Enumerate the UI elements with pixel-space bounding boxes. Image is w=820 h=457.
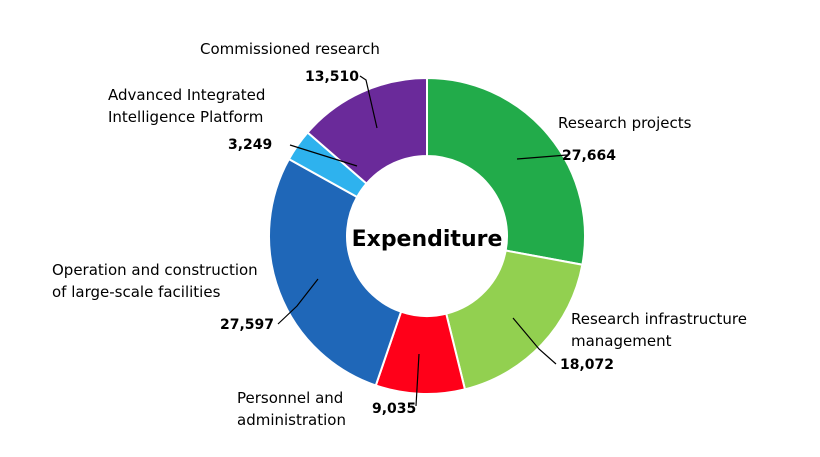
slice-value-label: 3,249 [228, 137, 272, 153]
leader-line [415, 353, 420, 407]
slice-label-line: Operation and construction [52, 261, 258, 279]
leader-line [359, 75, 378, 129]
center-label: Expenditure [352, 227, 503, 252]
slice-label: Research infrastructure management [571, 310, 747, 350]
slice-research-projects [426, 76, 586, 266]
slice-label-line: management [571, 332, 672, 350]
slice-value-label: 13,510 [305, 69, 359, 85]
slice-label-line: Personnel and [237, 389, 343, 407]
slice-label-line: of large-scale facilities [52, 283, 221, 301]
leader-line [512, 317, 557, 365]
slice-label-line: Research projects [558, 114, 692, 132]
slice-value-label: 18,072 [560, 357, 614, 373]
slice-value-label: 27,597 [220, 317, 274, 333]
slice-label-line: Research infrastructure [571, 310, 747, 328]
slice-label: Advanced Integrated Intelligence Platform [108, 86, 265, 126]
leader-line [289, 144, 358, 167]
slice-label-line: administration [237, 411, 346, 429]
slice-operation-and-construction-of-large-scale-facilities [268, 157, 403, 387]
leader-line [277, 278, 319, 325]
slice-label: Operation and construction of large-scale… [52, 261, 258, 301]
leader-line [516, 154, 568, 160]
slice-commissioned-research [306, 76, 428, 185]
slice-value-label: 27,664 [562, 148, 616, 164]
slice-label: Research projects [558, 114, 692, 132]
labels-group: Research projects 27,664 Research infrastr… [52, 40, 747, 429]
slice-label: Personnel and administration [237, 389, 346, 429]
slice-label-line: Intelligence Platform [108, 108, 263, 126]
slice-label: Commissioned research [200, 40, 380, 58]
leader-lines-group [277, 75, 568, 407]
slice-value-label: 9,035 [372, 401, 416, 417]
slice-label-line: Advanced Integrated [108, 86, 265, 104]
slice-label-line: Commissioned research [200, 40, 380, 58]
